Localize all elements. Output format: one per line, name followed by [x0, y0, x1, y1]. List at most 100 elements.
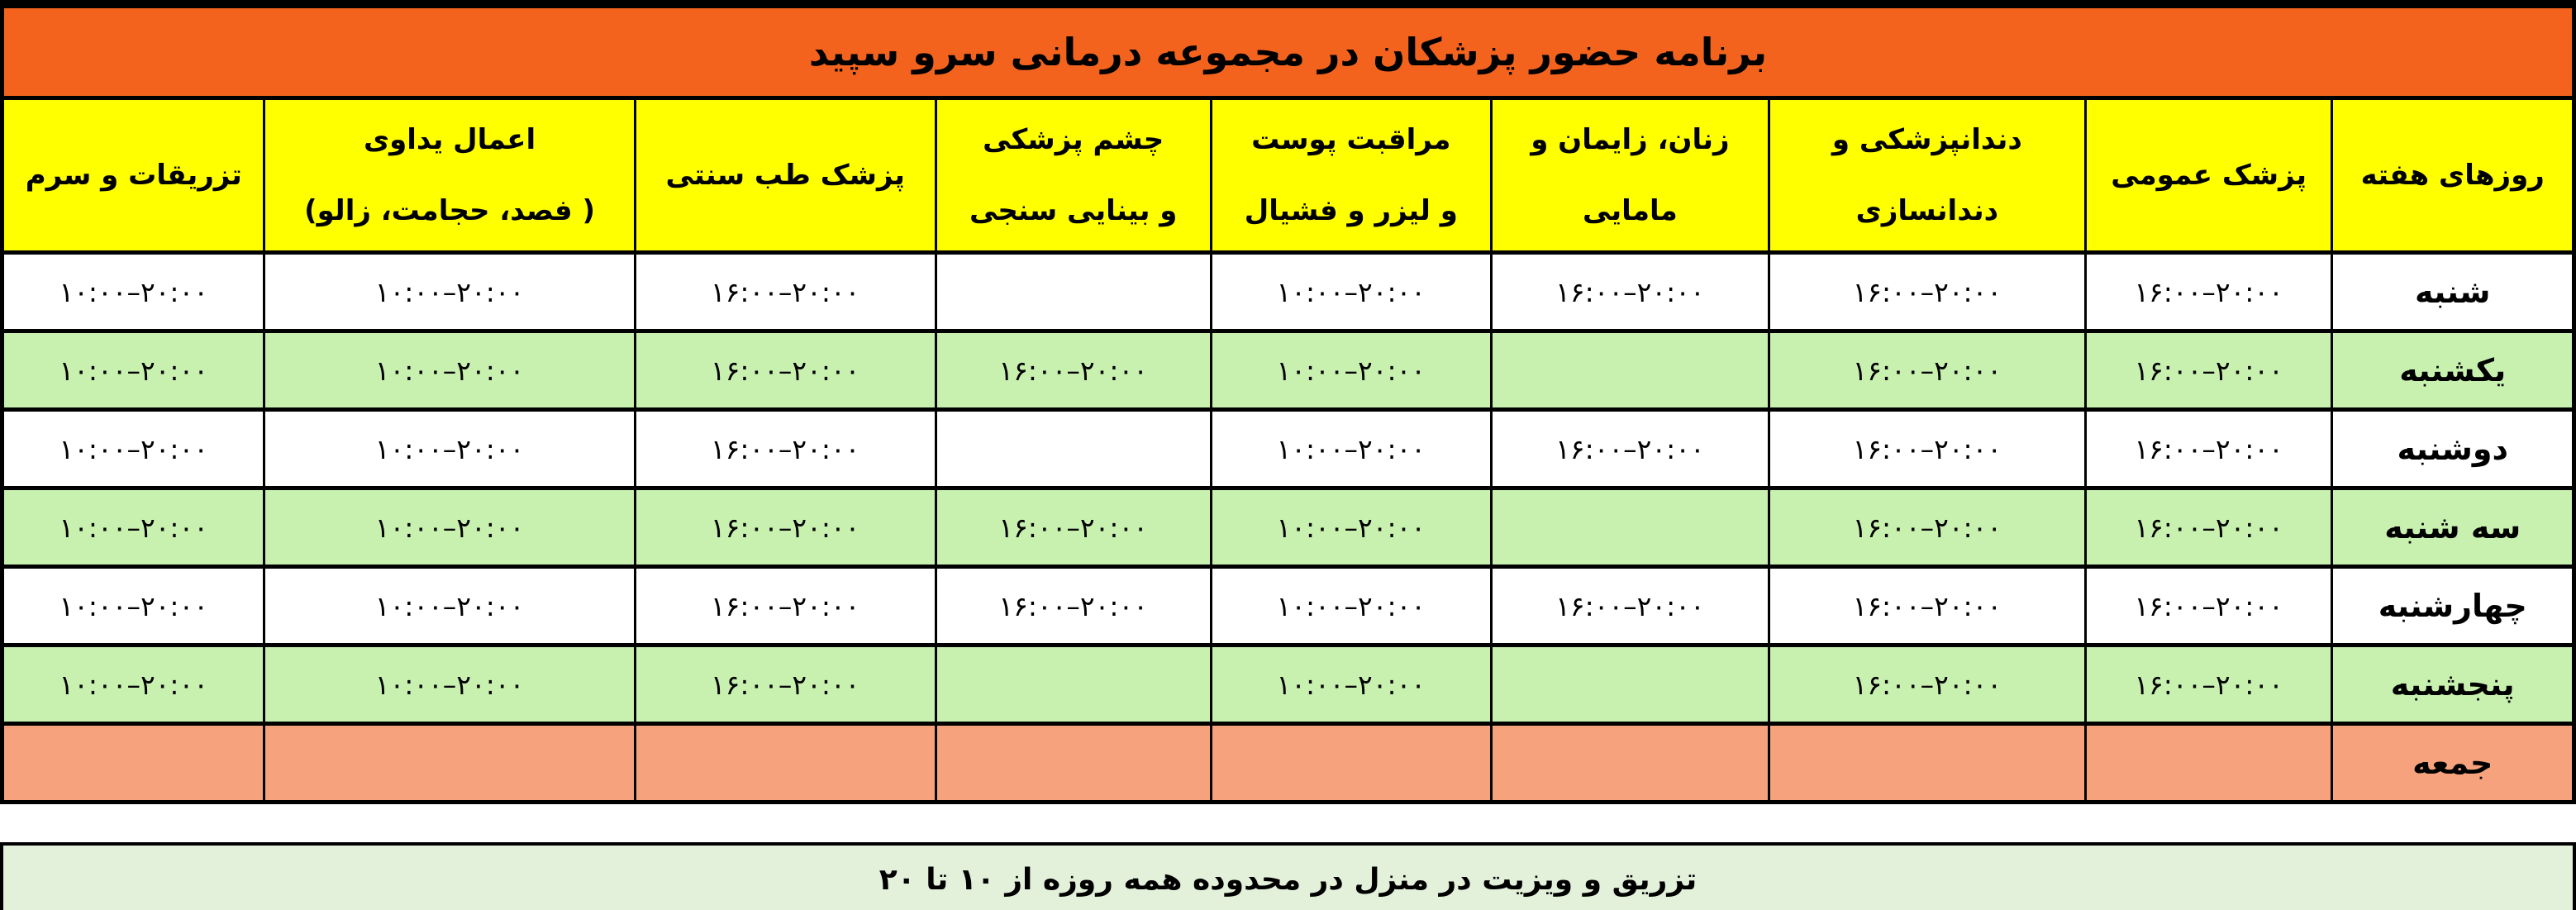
- table-row-tuesday: سه شنبه ۱۶:۰۰–۲۰:۰۰ ۱۶:۰۰–۲۰:۰۰ ۱۰:۰۰–۲۰…: [0, 486, 2575, 569]
- schedule-cell: ۱۰:۰۰–۲۰:۰۰: [263, 329, 636, 412]
- day-cell: یکشنبه: [2331, 329, 2575, 412]
- header-line: تزریقات و سرم: [25, 159, 242, 192]
- schedule-cell: [1489, 722, 1770, 804]
- schedule-cell: ۱۶:۰۰–۲۰:۰۰: [934, 565, 1212, 647]
- schedule-cell: ۱۰:۰۰–۲۰:۰۰: [263, 565, 636, 647]
- header-line: دندانپزشکی و: [1831, 123, 2022, 156]
- column-header-ophthalmology: چشم پزشکی و بینایی سنجی: [934, 96, 1212, 255]
- day-cell: شنبه: [2331, 250, 2575, 333]
- day-cell: سه شنبه: [2331, 486, 2575, 569]
- schedule-cell: ۱۰:۰۰–۲۰:۰۰: [263, 486, 636, 569]
- schedule-cell: [263, 722, 636, 804]
- schedule-cell: ۱۶:۰۰–۲۰:۰۰: [1489, 250, 1770, 333]
- day-cell: دوشنبه: [2331, 407, 2575, 490]
- schedule-cell: ۱۶:۰۰–۲۰:۰۰: [633, 486, 937, 569]
- column-header-dentistry: دندانپزشکی و دندانسازی: [1767, 96, 2087, 255]
- schedule-cell: ۱۶:۰۰–۲۰:۰۰: [1767, 250, 2087, 333]
- schedule-cell: [633, 722, 937, 804]
- table-row-sunday: یکشنبه ۱۶:۰۰–۲۰:۰۰ ۱۶:۰۰–۲۰:۰۰ ۱۰:۰۰–۲۰:…: [0, 329, 2575, 412]
- schedule-cell: ۱۶:۰۰–۲۰:۰۰: [2083, 565, 2334, 647]
- column-header-traditional-medicine: پزشک طب سنتی: [633, 96, 937, 255]
- schedule-cell: [934, 250, 1212, 333]
- schedule-cell: ۱۶:۰۰–۲۰:۰۰: [1767, 643, 2087, 726]
- schedule-cell: ۱۶:۰۰–۲۰:۰۰: [633, 643, 937, 726]
- header-line: روزهای هفته: [2360, 159, 2545, 192]
- table-row-friday: جمعه: [0, 722, 2575, 804]
- schedule-cell: ۱۶:۰۰–۲۰:۰۰: [633, 250, 937, 333]
- schedule-cell: [1767, 722, 2087, 804]
- schedule-cell: ۱۶:۰۰–۲۰:۰۰: [934, 486, 1212, 569]
- column-header-manual-procedures: اعمال یداوی ( فصد، حجامت، زالو): [263, 96, 636, 255]
- header-line: دندانسازی: [1855, 194, 1999, 227]
- header-line: مراقبت پوست: [1251, 123, 1451, 156]
- column-header-skin-laser: مراقبت پوست و لیزر و فشیال: [1209, 96, 1493, 255]
- header-row: روزهای هفته پزشک عمومی دندانپزشکی و دندان…: [0, 96, 2575, 255]
- schedule-cell: ۱۰:۰۰–۲۰:۰۰: [0, 250, 266, 333]
- schedule-cell: ۱۰:۰۰–۲۰:۰۰: [1209, 565, 1493, 647]
- schedule-cell: ۱۶:۰۰–۲۰:۰۰: [1489, 407, 1770, 490]
- schedule-cell: [1209, 722, 1493, 804]
- header-line: پزشک طب سنتی: [665, 159, 905, 192]
- schedule-cell: ۱۶:۰۰–۲۰:۰۰: [633, 407, 937, 490]
- day-cell: جمعه: [2331, 722, 2575, 804]
- schedule-cell: ۱۶:۰۰–۲۰:۰۰: [1767, 407, 2087, 490]
- schedule-cell: [934, 643, 1212, 726]
- schedule-cell: [934, 722, 1212, 804]
- schedule-cell: ۱۶:۰۰–۲۰:۰۰: [1489, 565, 1770, 647]
- header-line: و بینایی سنجی: [969, 194, 1178, 227]
- header-line: چشم پزشکی: [983, 123, 1164, 156]
- schedule-cell: ۱۰:۰۰–۲۰:۰۰: [0, 565, 266, 647]
- schedule-cell: [2083, 722, 2334, 804]
- schedule-cell: [1489, 643, 1770, 726]
- column-header-injections: تزریقات و سرم: [0, 96, 266, 255]
- header-line: پزشک عمومی: [2111, 159, 2307, 192]
- note-bar: تزریق و ویزیت در منزل در محدوده همه روزه…: [0, 842, 2576, 910]
- schedule-cell: ۱۰:۰۰–۲۰:۰۰: [0, 407, 266, 490]
- schedule-cell: ۱۶:۰۰–۲۰:۰۰: [1767, 565, 2087, 647]
- schedule-cell: ۱۰:۰۰–۲۰:۰۰: [263, 643, 636, 726]
- header-line: زنان، زایمان و: [1531, 123, 1730, 156]
- schedule-cell: ۱۰:۰۰–۲۰:۰۰: [0, 486, 266, 569]
- day-cell: چهارشنبه: [2331, 565, 2575, 647]
- schedule-cell: [1489, 329, 1770, 412]
- schedule-cell: ۱۰:۰۰–۲۰:۰۰: [0, 329, 266, 412]
- schedule-cell: ۱۰:۰۰–۲۰:۰۰: [263, 407, 636, 490]
- schedule-cell: ۱۶:۰۰–۲۰:۰۰: [2083, 407, 2334, 490]
- day-cell: پنجشنبه: [2331, 643, 2575, 726]
- schedule-table: برنامه حضور پزشکان در مجموعه درمانی سرو …: [0, 0, 2576, 804]
- title-row: برنامه حضور پزشکان در مجموعه درمانی سرو …: [1, 2, 2575, 100]
- schedule-cell: ۱۰:۰۰–۲۰:۰۰: [1209, 486, 1493, 569]
- table-row-saturday: شنبه ۱۶:۰۰–۲۰:۰۰ ۱۶:۰۰–۲۰:۰۰ ۱۶:۰۰–۲۰:۰۰…: [0, 250, 2575, 333]
- table-row-monday: دوشنبه ۱۶:۰۰–۲۰:۰۰ ۱۶:۰۰–۲۰:۰۰ ۱۶:۰۰–۲۰:…: [0, 407, 2575, 490]
- column-header-gynecology: زنان، زایمان و مامایی: [1489, 96, 1770, 255]
- schedule-cell: ۱۶:۰۰–۲۰:۰۰: [2083, 329, 2334, 412]
- column-header-days: روزهای هفته: [2331, 96, 2575, 255]
- schedule-cell: ۱۶:۰۰–۲۰:۰۰: [633, 565, 937, 647]
- schedule-cell: ۱۶:۰۰–۲۰:۰۰: [2083, 250, 2334, 333]
- header-line: مامایی: [1583, 194, 1678, 227]
- schedule-cell: ۱۰:۰۰–۲۰:۰۰: [263, 250, 636, 333]
- schedule-cell: ۱۶:۰۰–۲۰:۰۰: [1767, 486, 2087, 569]
- table-row-wednesday: چهارشنبه ۱۶:۰۰–۲۰:۰۰ ۱۶:۰۰–۲۰:۰۰ ۱۶:۰۰–۲…: [0, 565, 2575, 647]
- schedule-cell: ۱۶:۰۰–۲۰:۰۰: [2083, 486, 2334, 569]
- schedule-cell: ۱۰:۰۰–۲۰:۰۰: [1209, 643, 1493, 726]
- schedule-cell: ۱۰:۰۰–۲۰:۰۰: [0, 643, 266, 726]
- schedule-cell: ۱۶:۰۰–۲۰:۰۰: [2083, 643, 2334, 726]
- schedule-cell: ۱۰:۰۰–۲۰:۰۰: [1209, 407, 1493, 490]
- schedule-cell: ۱۶:۰۰–۲۰:۰۰: [633, 329, 937, 412]
- schedule-cell: ۱۰:۰۰–۲۰:۰۰: [1209, 250, 1493, 333]
- schedule-cell: [0, 722, 266, 804]
- header-line: اعمال یداوی: [363, 123, 536, 156]
- page-title: برنامه حضور پزشکان در مجموعه درمانی سرو …: [1, 2, 2575, 100]
- schedule-cell: [1489, 486, 1770, 569]
- schedule-cell: ۱۶:۰۰–۲۰:۰۰: [934, 329, 1212, 412]
- schedule-cell: ۱۰:۰۰–۲۰:۰۰: [1209, 329, 1493, 412]
- schedule-cell: [934, 407, 1212, 490]
- header-line: و لیزر و فشیال: [1244, 194, 1458, 227]
- schedule-cell: ۱۶:۰۰–۲۰:۰۰: [1767, 329, 2087, 412]
- table-row-thursday: پنجشنبه ۱۶:۰۰–۲۰:۰۰ ۱۶:۰۰–۲۰:۰۰ ۱۰:۰۰–۲۰…: [0, 643, 2575, 726]
- note-text: تزریق و ویزیت در منزل در محدوده همه روزه…: [879, 862, 1697, 897]
- header-line: ( فصد، حجامت، زالو): [304, 194, 596, 227]
- column-header-general-physician: پزشک عمومی: [2083, 96, 2334, 255]
